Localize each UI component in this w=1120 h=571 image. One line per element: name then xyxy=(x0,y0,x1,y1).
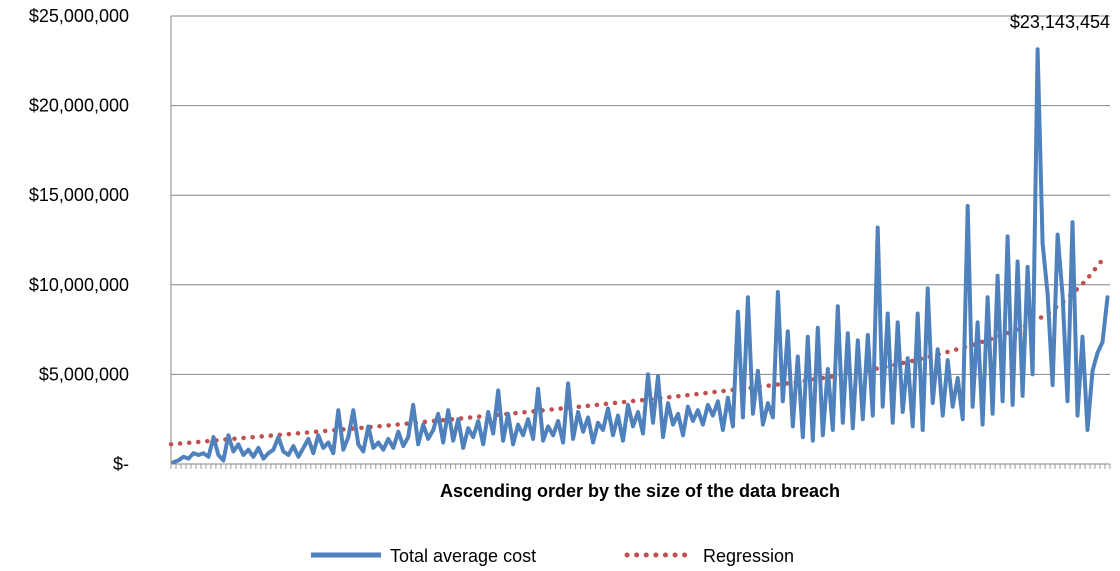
x-axis-tick-marks xyxy=(170,464,1111,469)
series-layer xyxy=(168,47,1110,465)
gridlines xyxy=(171,15,1110,375)
y-tick-label: $15,000,000 xyxy=(29,185,129,205)
legend: Total average cost Regression xyxy=(311,546,794,566)
y-tick-label: $25,000,000 xyxy=(29,6,129,26)
y-tick-label: $5,000,000 xyxy=(39,364,129,384)
x-axis-title: Ascending order by the size of the data … xyxy=(440,481,840,501)
series-regression xyxy=(168,255,1107,447)
y-axis-tick-labels: $- $5,000,000 $10,000,000 $15,000,000 $20,00… xyxy=(29,6,129,474)
peak-annotation: $23,143,454 xyxy=(1010,12,1110,32)
y-tick-label: $- xyxy=(113,454,129,474)
y-tick-label: $10,000,000 xyxy=(29,275,129,295)
legend-label-total-average-cost: Total average cost xyxy=(390,546,536,566)
series-total-average-cost xyxy=(171,47,1110,465)
y-tick-label: $20,000,000 xyxy=(29,96,129,116)
legend-label-regression: Regression xyxy=(703,546,794,566)
